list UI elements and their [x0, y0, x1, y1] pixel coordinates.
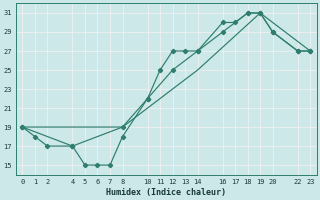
X-axis label: Humidex (Indice chaleur): Humidex (Indice chaleur): [106, 188, 226, 197]
